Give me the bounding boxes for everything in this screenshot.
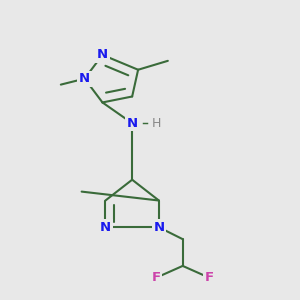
Text: F: F [205, 271, 214, 284]
Text: N: N [127, 117, 138, 130]
Text: F: F [152, 271, 160, 284]
Text: N: N [97, 48, 108, 62]
Text: H: H [151, 117, 160, 130]
Text: N: N [153, 221, 164, 234]
Text: N: N [127, 117, 138, 130]
Text: N: N [79, 72, 90, 85]
Text: N: N [100, 221, 111, 234]
